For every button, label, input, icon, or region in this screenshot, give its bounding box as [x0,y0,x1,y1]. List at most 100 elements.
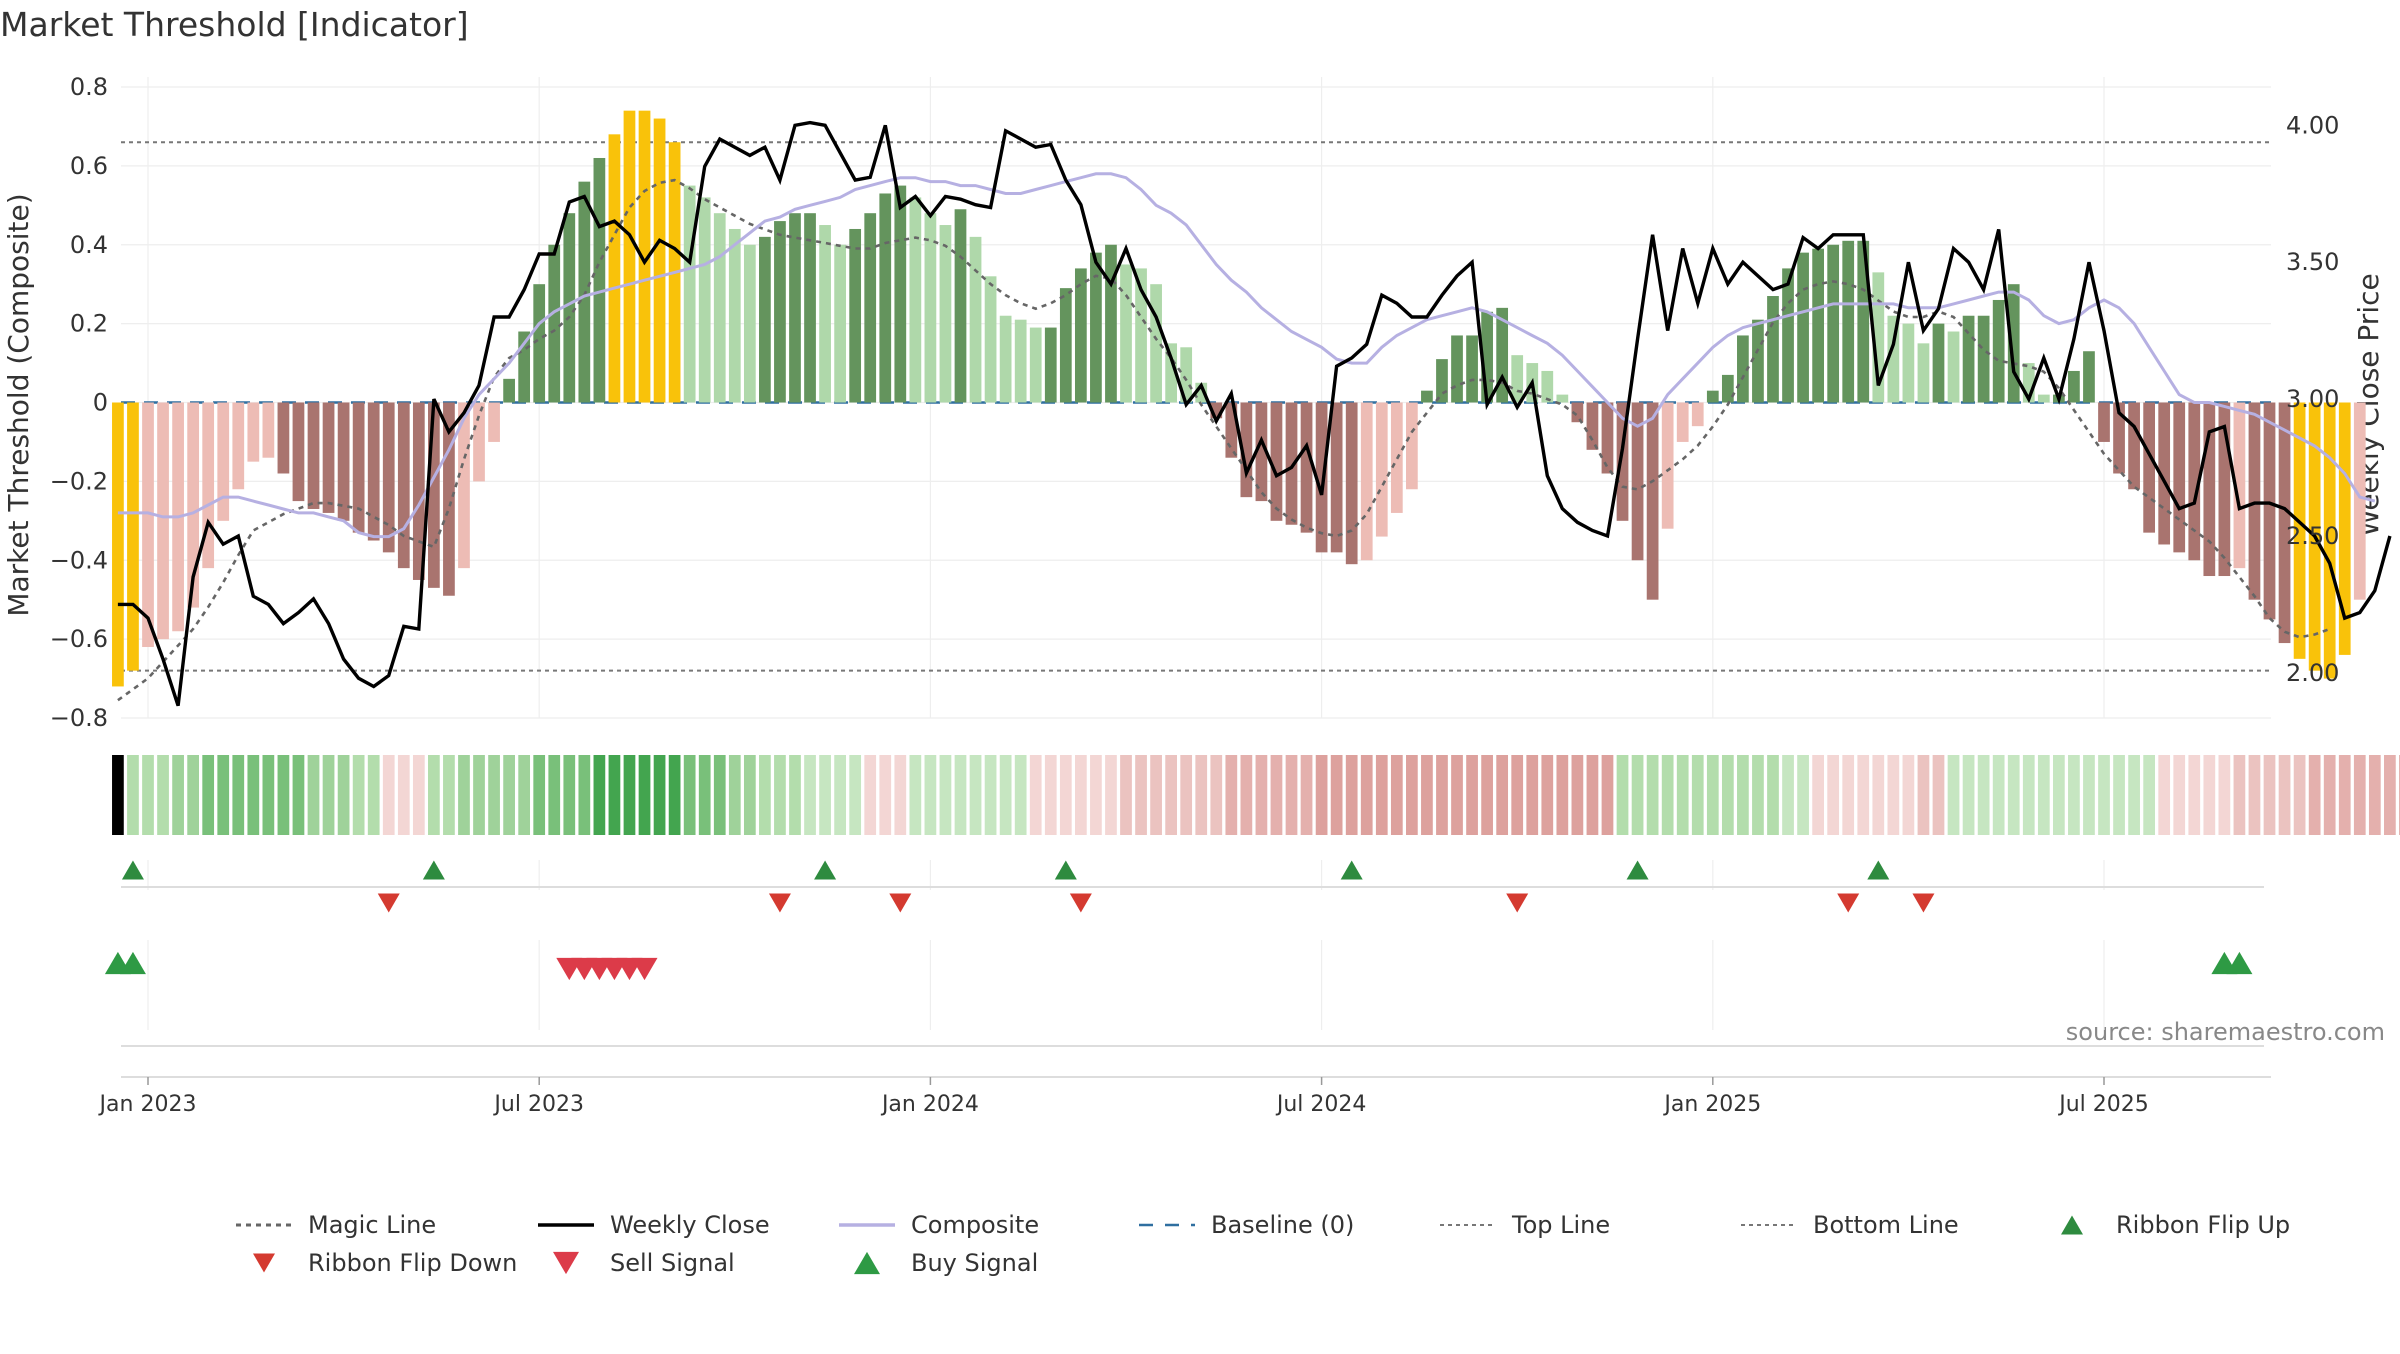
histogram-bar [2248,402,2261,600]
histogram-bar [1932,323,1945,403]
ribbon-cell [1947,755,1960,835]
ribbon-cell [1857,755,1870,835]
histogram-bar [774,221,786,403]
ribbon-cell [759,755,771,835]
histogram-bar [1270,402,1283,521]
histogram-bar [1601,402,1614,474]
ribbon-cell [879,755,892,835]
ribbon-cell [2233,755,2246,835]
ribbon-cell [307,755,320,835]
histogram-bar [518,331,531,403]
buy-signal-marker [2226,951,2253,975]
ribbon-cell [1090,755,1102,835]
histogram-bar [262,402,275,458]
legend-label-sell: Sell Signal [610,1249,735,1277]
histogram-bar [1902,323,1915,403]
ribbon-cell [1631,755,1644,835]
ribbon-cell [1165,755,1178,835]
legend-sell-marker [553,1251,579,1275]
histogram-bar [1887,315,1900,403]
axes: 0.8 0.6 0.4 0.2 0 −0.2 −0.4 −0.6 −0.8 4.00 3.50 3.0… [50,73,2340,732]
sell-signal-marker [631,957,658,981]
ribbon-cell [2083,755,2095,835]
ribbon-cell [2128,755,2140,835]
y-axis-label: Market Threshold (Composite) [2,193,35,616]
ribbon-cell [1571,755,1584,835]
histogram-bar [1646,402,1659,600]
ribbon-cell [1451,755,1463,835]
histogram-bar [292,402,305,502]
ribbon-cell [1661,755,1674,835]
ribbon-cell [127,755,139,835]
ribbon-cell [2368,755,2381,835]
ribbon-flip-down-marker [1837,893,1860,913]
ribbon-cell [1782,755,1794,835]
ribbon-cell [2188,755,2201,835]
legend-label-close: Weekly Close [610,1211,770,1239]
histogram-bar [473,402,485,482]
histogram-bar [2293,402,2306,659]
ribbon-cell [608,755,621,835]
ribbon-cell [1390,755,1403,835]
histogram-bar [2113,402,2125,474]
histogram-bar [1661,402,1674,529]
histogram-bar [713,213,726,403]
histogram-bar [322,402,335,513]
y-tick-label: 0.4 [70,231,108,259]
histogram-bar [503,378,515,403]
ribbon-flip-up-marker [422,860,445,880]
histogram-bar [879,193,892,403]
histogram-bar [488,402,500,442]
histogram-bar [1917,343,1930,403]
ribbon-flip-up-marker [1054,860,1077,880]
ribbon-cell [397,755,410,835]
ribbon-cell [2052,755,2065,835]
ribbon-cell [1691,755,1704,835]
histogram-bar [1330,402,1343,553]
legend-label-bottom: Bottom Line [1813,1211,1959,1239]
y-tick-label: 0 [93,389,108,417]
ribbon-cell [1842,755,1855,835]
histogram-bar [1721,374,1734,403]
histogram-bar [382,402,395,553]
histogram-bar [1044,327,1057,403]
ribbon-cell [713,755,726,835]
ribbon-cell [1120,755,1132,835]
histogram-bar [1827,244,1840,403]
ribbon-cell [428,755,440,835]
ribbon-cell [1044,755,1057,835]
ribbon-cell [1360,755,1373,835]
ribbon-cell [1767,755,1779,835]
ribbon-cell [849,755,862,835]
ribbon-cell [1225,755,1238,835]
histogram-bar [1797,252,1809,403]
ribbon-cell [593,755,606,835]
ribbon-cell [1646,755,1659,835]
magic-line [117,178,2331,702]
ribbon-flip-up-marker [1340,860,1363,880]
ribbon-cell [1932,755,1945,835]
ribbon-cell [1526,755,1539,835]
histogram-bar [1165,343,1178,403]
x-tick-label: Jan 2024 [880,1092,979,1117]
ribbon-cell [638,755,651,835]
ribbon-cell [1601,755,1614,835]
ribbon-cell [2113,755,2125,835]
ribbon-cell [999,755,1012,835]
legend-swatch-sell [553,1251,579,1275]
histogram-bar [849,228,862,403]
ribbon-cell [789,755,801,835]
ribbon-flip-down-marker [1506,893,1529,913]
ribbon-cell [1827,755,1840,835]
histogram-bar [1842,240,1855,403]
ribbon-cell [924,755,937,835]
histogram-bar [1586,402,1599,450]
legend-label-baseline: Baseline (0) [1211,1211,1354,1239]
histogram-bar [1360,402,1373,561]
ribbon-cell [834,755,846,835]
histogram-bar [1872,272,1885,403]
ribbon-cell [2263,755,2276,835]
histogram-bar [2022,363,2035,403]
ribbon-cell [2173,755,2186,835]
